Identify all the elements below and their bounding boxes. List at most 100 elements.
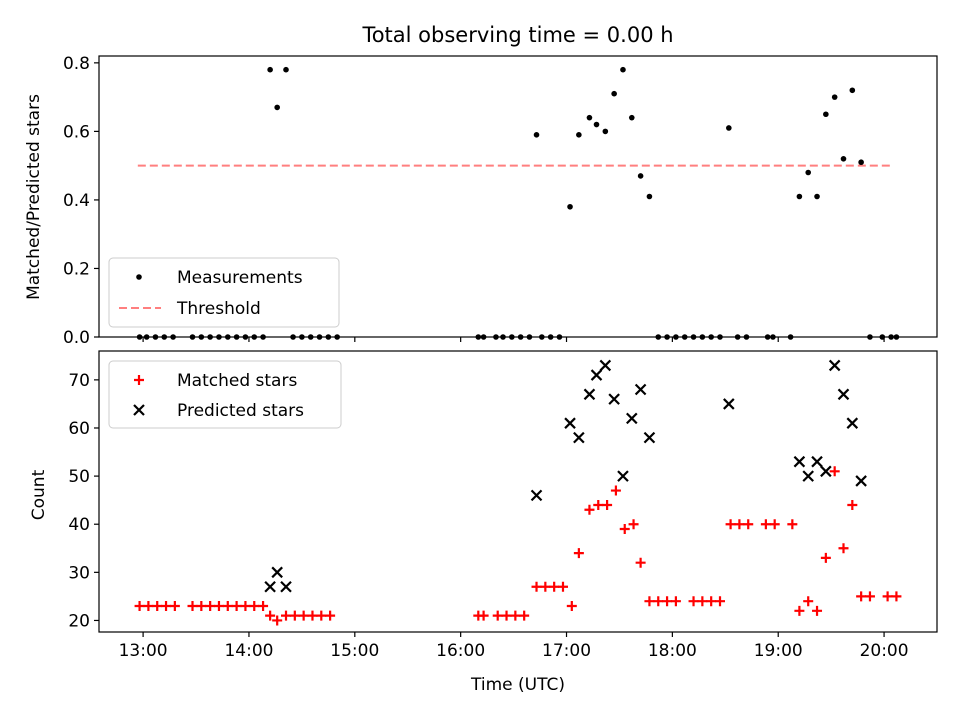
predicted-star-point xyxy=(855,475,867,487)
bottom-frame xyxy=(98,350,938,633)
bottom-y-tick-label: 40 xyxy=(68,515,90,535)
measurement-point xyxy=(681,334,688,340)
legend-matched-marker xyxy=(134,375,144,385)
x-tick-label: 20:00 xyxy=(860,641,909,661)
measurement-point xyxy=(858,159,864,166)
matched-star-point xyxy=(240,601,251,612)
measurement-point xyxy=(888,334,894,340)
predicted-star-point xyxy=(530,489,543,502)
matched-star-point xyxy=(213,601,224,612)
matched-star-point xyxy=(584,504,595,515)
matched-star-point xyxy=(882,591,893,602)
measurement-point xyxy=(325,334,332,340)
matched-star-point xyxy=(510,610,521,621)
matched-star-point xyxy=(864,591,875,602)
measurement-point xyxy=(547,334,554,340)
matched-star-point xyxy=(265,610,276,621)
bottom-y-tick-label: 60 xyxy=(68,419,90,439)
measurement-point xyxy=(267,66,273,73)
matched-star-point xyxy=(169,601,180,612)
matched-star-point xyxy=(557,581,568,592)
measurement-point xyxy=(189,334,196,340)
matched-star-point xyxy=(610,485,621,496)
matched-star-point xyxy=(662,596,673,607)
bottom-y-tick-label: 70 xyxy=(68,371,90,391)
measurement-point xyxy=(611,90,617,97)
legend-threshold-label: Threshold xyxy=(176,299,261,319)
legend-predicted-marker xyxy=(133,404,145,416)
measurement-point xyxy=(823,111,829,118)
legend-predicted-label: Predicted stars xyxy=(177,401,304,421)
measurement-point xyxy=(849,87,856,94)
measurement-point xyxy=(690,334,697,340)
measurement-point xyxy=(480,334,487,340)
measurement-point xyxy=(567,203,573,210)
measurement-point xyxy=(699,334,706,340)
measurement-point xyxy=(805,169,812,176)
matched-star-point xyxy=(743,519,754,530)
predicted-star-point xyxy=(837,388,850,401)
matched-star-point xyxy=(891,591,902,602)
predicted-star-point xyxy=(590,369,603,381)
top-y-tick-label: 0.2 xyxy=(63,259,90,279)
matched-star-point xyxy=(258,601,269,612)
measurement-point xyxy=(673,334,679,340)
matched-star-point xyxy=(540,581,551,592)
matched-star-point xyxy=(316,610,327,621)
bottom-y-axis-label: Count xyxy=(29,469,49,520)
legend-matched-label: Matched stars xyxy=(177,371,297,391)
measurement-point xyxy=(879,334,886,340)
measurement-point xyxy=(334,334,340,340)
x-tick-label: 15:00 xyxy=(330,641,379,661)
matched-star-point xyxy=(492,610,503,621)
x-tick-label: 17:00 xyxy=(542,641,591,661)
measurement-point xyxy=(216,334,222,340)
matched-star-point xyxy=(196,601,207,612)
measurement-point xyxy=(734,334,741,340)
measurement-point xyxy=(233,334,240,340)
measurement-point xyxy=(770,334,776,340)
matched-star-point xyxy=(152,601,163,612)
measurement-point xyxy=(743,334,750,340)
predicted-star-point xyxy=(802,470,814,482)
measurement-point xyxy=(655,334,662,340)
matched-star-point xyxy=(644,596,655,607)
matched-star-point xyxy=(161,601,172,612)
measurement-point xyxy=(576,132,582,138)
measurement-point xyxy=(242,334,249,340)
matched-star-point xyxy=(794,605,805,616)
matched-star-point xyxy=(803,596,814,607)
predicted-star-point xyxy=(280,580,292,593)
matched-star-point xyxy=(501,610,512,621)
measurement-point xyxy=(274,104,280,111)
matched-star-point xyxy=(635,557,646,568)
measurement-point xyxy=(517,334,524,340)
matched-star-point xyxy=(847,499,858,510)
measurement-point xyxy=(637,173,644,179)
x-tick-label: 16:00 xyxy=(436,641,485,661)
bottom-legend: Matched stars Predicted stars xyxy=(108,360,342,429)
top-plot-area: 0.0 0.2 0.4 0.6 0.8 Measurements Threshold xyxy=(63,54,938,348)
top-y-tick-label: 0.0 xyxy=(63,328,90,348)
matched-star-point xyxy=(715,596,726,607)
predicted-star-point xyxy=(564,417,576,429)
measurement-point xyxy=(620,66,626,73)
measurement-point xyxy=(509,334,515,340)
top-y-tick-label: 0.4 xyxy=(63,191,90,211)
measurement-point xyxy=(586,114,593,121)
matched-star-point xyxy=(566,601,577,612)
matched-star-point xyxy=(298,610,309,621)
measurement-point xyxy=(526,334,533,340)
predicted-star-point xyxy=(723,398,735,410)
matched-star-point xyxy=(143,601,154,612)
matched-star-point xyxy=(706,596,717,607)
matched-star-point xyxy=(688,596,699,607)
measurement-point xyxy=(593,121,600,128)
measurement-point xyxy=(290,334,296,340)
matched-star-point xyxy=(531,581,542,592)
matched-star-point xyxy=(838,543,849,554)
measurement-point xyxy=(646,193,653,200)
bottom-legend-box xyxy=(108,360,342,429)
